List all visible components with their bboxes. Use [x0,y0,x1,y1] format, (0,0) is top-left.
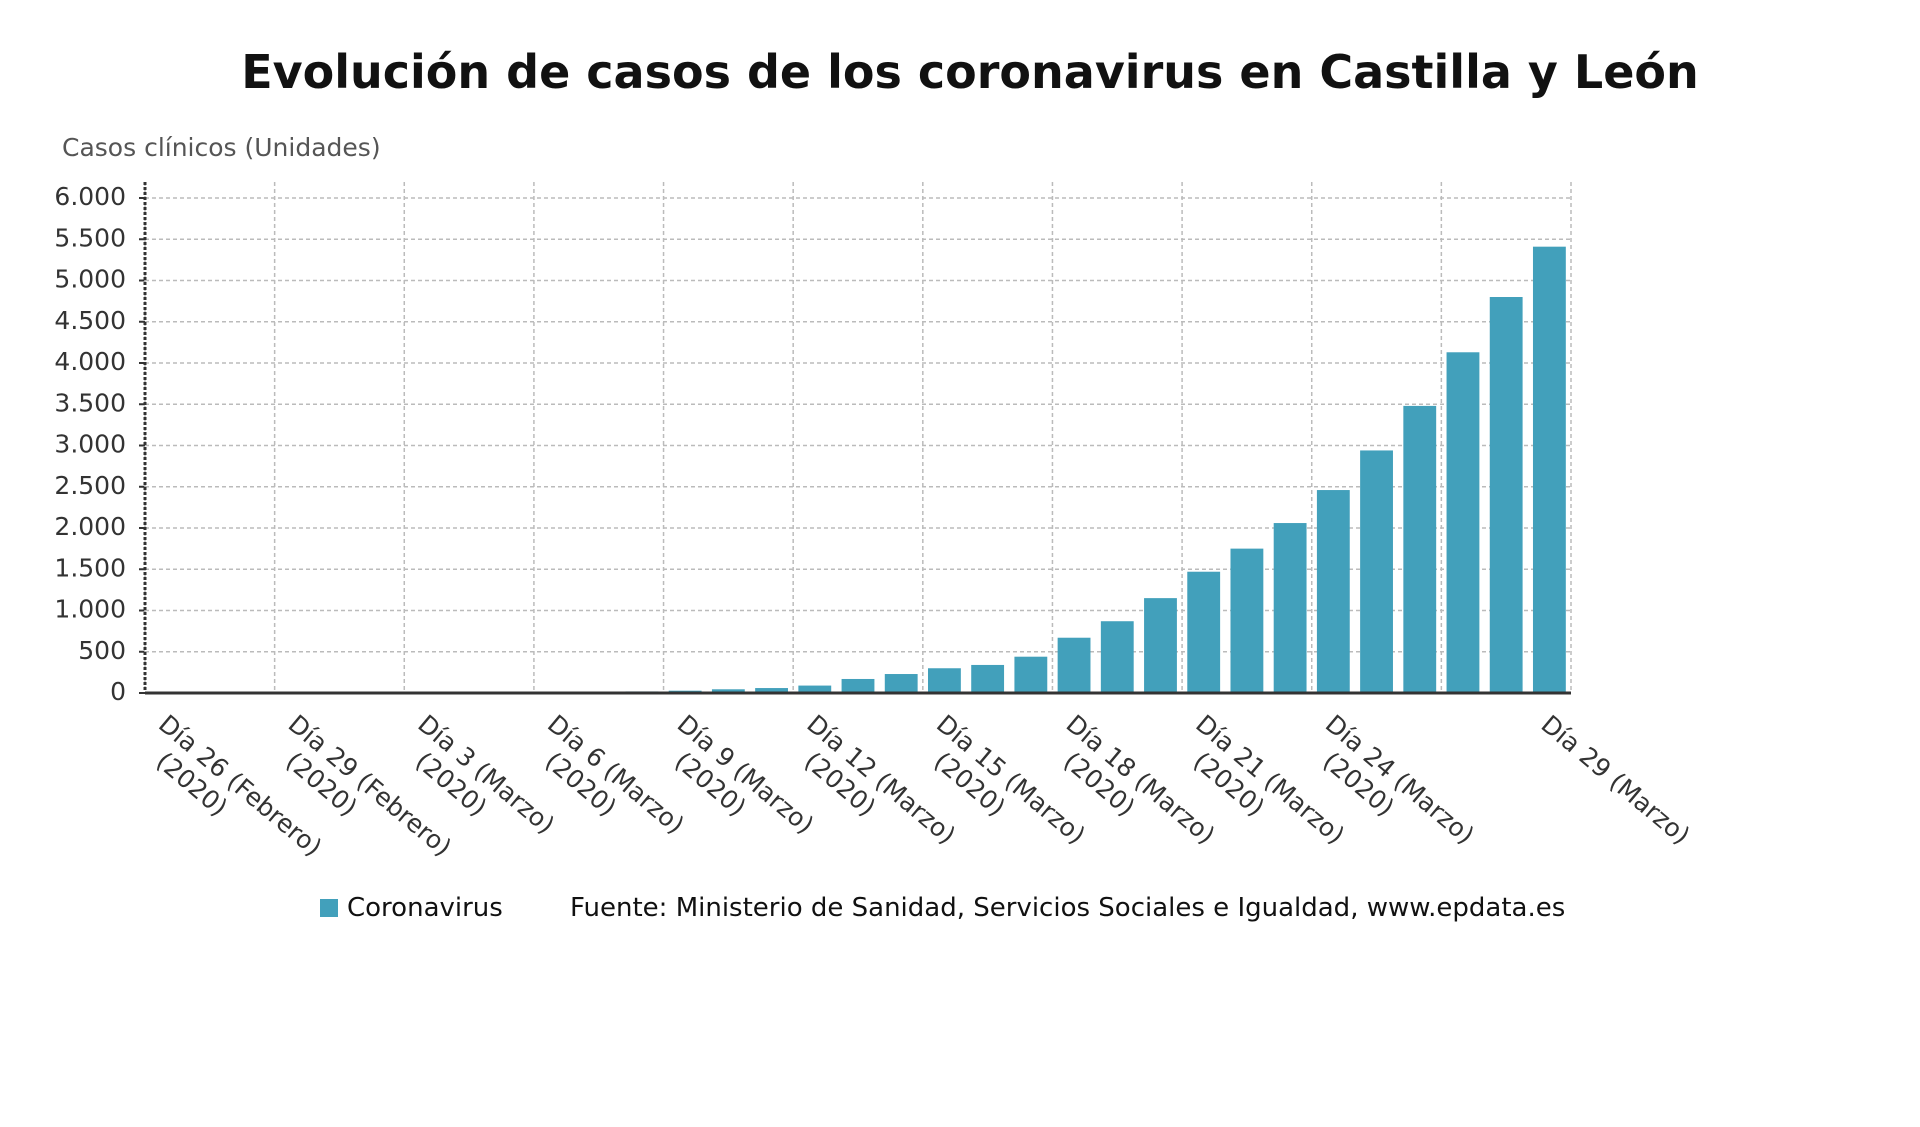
y-tick-label: 500 [78,636,126,665]
bar [1446,352,1480,693]
bar [928,668,961,693]
x-tick-label: Día 29 (Marzo) [1536,709,1696,850]
bar [711,689,745,693]
y-tick-label: 1.000 [54,595,126,624]
bar [1230,548,1264,693]
bar [971,664,1005,693]
bar [1100,621,1134,693]
bar [755,688,788,693]
x-tick-label: Día 6 (Marzo)(2020) [523,709,690,862]
bar [1187,571,1221,693]
bar [1360,450,1393,693]
y-tick-label: 4.500 [54,306,126,335]
y-tick-label: 1.500 [54,553,126,582]
y-tick-label: 2.000 [54,512,126,541]
bar [841,678,875,693]
y-tick-label: 0 [110,677,126,706]
bar [884,674,918,693]
bar [798,685,832,693]
bar [1057,637,1091,693]
y-tick-label: 5.500 [54,223,126,252]
y-tick-label: 6.000 [54,182,126,211]
y-tick-label: 3.000 [54,430,126,459]
source-note: Fuente: Ministerio de Sanidad, Servicios… [570,893,1565,923]
y-axis-label: Casos clínicos (Unidades) [62,133,381,162]
bar [1273,523,1307,693]
bar [1489,297,1523,693]
bar [1144,598,1177,693]
y-tick-label: 3.500 [54,388,126,417]
x-tick-label: Día 24 (Marzo)(2020) [1300,709,1479,873]
y-tick-label: 5.000 [54,265,126,294]
bar [1014,656,1048,693]
legend-swatch [320,899,338,917]
chart-title: Evolución de casos de los coronavirus en… [241,45,1699,99]
bar [1403,405,1437,693]
x-tick-label: Día 9 (Marzo)(2020) [652,709,819,862]
y-tick-label: 4.000 [54,347,126,376]
y-tick-label: 2.500 [54,471,126,500]
bar [1316,490,1350,693]
bar [1532,246,1566,694]
legend-label: Coronavirus [347,893,503,923]
